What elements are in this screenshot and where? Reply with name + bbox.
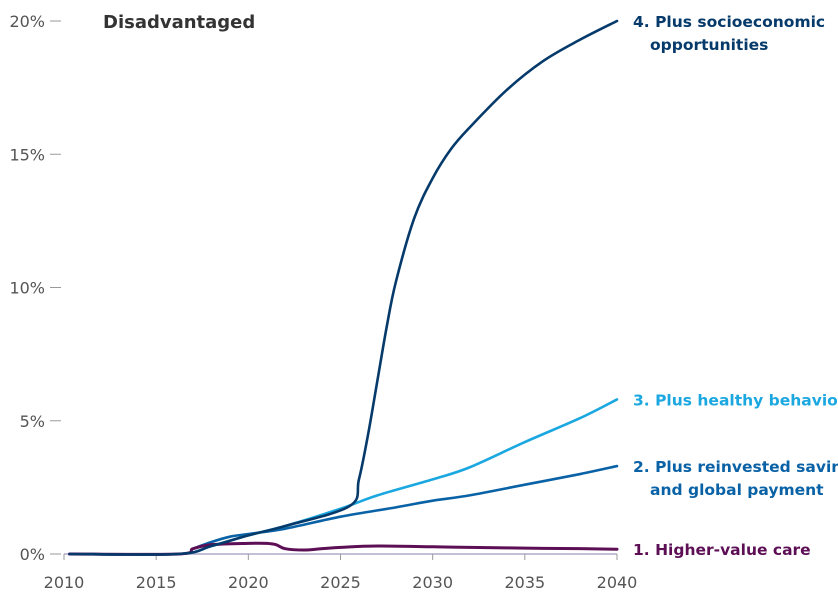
- x-tick-label: 2040: [597, 573, 638, 592]
- y-tick-label: 0%: [20, 545, 45, 564]
- series-labels: 1. Higher-value care 2. Plus reinvested s…: [633, 13, 838, 559]
- x-tick-label: 2030: [412, 573, 453, 592]
- series-line-3: [68, 398, 619, 556]
- x-tick-label: 2010: [44, 573, 85, 592]
- x-tick-label: 2025: [320, 573, 361, 592]
- series-label-line: 4. Plus socioeconomic: [633, 13, 825, 31]
- series-label-4: 4. Plus socioeconomic opportunities: [633, 13, 825, 54]
- x-tick-label: 2035: [504, 573, 545, 592]
- y-tick-label: 15%: [9, 145, 45, 164]
- series-line-1: [68, 541, 619, 556]
- x-tick-label: 2020: [228, 573, 269, 592]
- y-axis: 0% 5% 10% 15% 20%: [9, 12, 61, 564]
- series-label-1: 1. Higher-value care: [633, 541, 811, 559]
- panel-title: Disadvantaged: [103, 12, 255, 33]
- x-tick-label: 2015: [136, 573, 177, 592]
- y-tick-label: 20%: [9, 12, 45, 31]
- series-label-line: and global payment: [650, 481, 824, 499]
- series-label-3: 3. Plus healthy behaviors: [633, 391, 838, 409]
- series-line-4: [68, 19, 619, 556]
- y-tick-label: 10%: [9, 279, 45, 298]
- y-tick-label: 5%: [20, 412, 45, 431]
- series-label-line: opportunities: [650, 36, 768, 54]
- series-lines: [68, 19, 619, 556]
- series-label-line: 2. Plus reinvested savings: [633, 458, 838, 476]
- series-label-2: 2. Plus reinvested savings and global pay…: [633, 458, 838, 499]
- x-axis: 2010 2015 2020 2025 2030 2035 2040: [44, 553, 638, 592]
